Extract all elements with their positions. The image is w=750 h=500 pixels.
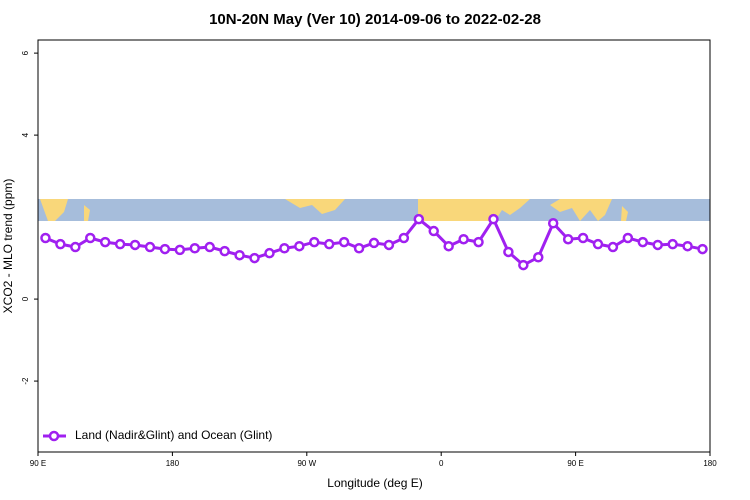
data-point <box>55 238 66 250</box>
y-tick-label: -2 <box>21 377 30 385</box>
data-point <box>338 236 350 248</box>
x-tick-label: 180 <box>166 459 180 468</box>
data-point <box>234 249 245 261</box>
map-strip <box>38 199 710 221</box>
legend-marker <box>48 430 60 442</box>
data-point <box>413 213 425 225</box>
y-tick-label: 0 <box>21 296 30 301</box>
x-tick-label: 90 W <box>297 459 316 468</box>
data-point <box>323 238 335 250</box>
data-point <box>99 236 111 248</box>
chart-title: 10N-20N May (Ver 10) 2014-09-06 to 2022-… <box>209 11 541 28</box>
data-point <box>309 236 320 248</box>
legend-label: Land (Nadir&Glint) and Ocean (Glint) <box>75 428 272 442</box>
data-point <box>607 241 619 253</box>
data-point <box>383 239 395 251</box>
data-point <box>458 233 469 245</box>
data-point <box>114 238 126 250</box>
data-point <box>70 241 81 253</box>
x-tick-label: 90 E <box>567 459 583 468</box>
x-axis-label: Longitude (deg E) <box>327 476 422 490</box>
data-point <box>219 245 230 257</box>
data-point <box>488 213 499 225</box>
data-point <box>129 239 141 251</box>
data-point <box>518 259 529 271</box>
data-point <box>174 244 186 256</box>
y-tick-label: 4 <box>21 132 30 137</box>
y-axis-label: XCO2 - MLO trend (ppm) <box>1 179 15 314</box>
data-point <box>533 252 544 263</box>
data-point <box>503 246 514 258</box>
x-tick-label: 0 <box>439 459 444 468</box>
data-point <box>562 233 574 245</box>
x-tick-label: 90 E <box>30 459 46 468</box>
data-point <box>652 239 663 251</box>
data-point <box>592 238 604 250</box>
data-point <box>279 243 290 254</box>
data-point <box>353 243 365 254</box>
data-point <box>622 232 634 244</box>
data-point <box>294 240 305 252</box>
data-point <box>144 241 156 253</box>
data-point <box>368 237 380 249</box>
data-point <box>264 247 275 259</box>
data-point <box>159 243 171 255</box>
data-point <box>637 236 649 248</box>
data-point <box>682 240 693 252</box>
data-point <box>249 252 260 264</box>
data-point <box>443 240 454 252</box>
data-point <box>40 232 51 244</box>
data-point <box>577 232 589 244</box>
data-point <box>697 243 708 255</box>
data-point <box>428 225 439 237</box>
data-point <box>398 232 410 244</box>
data-point <box>204 241 215 253</box>
x-tick-label: 180 <box>703 459 717 468</box>
data-point <box>667 238 678 250</box>
data-point <box>85 232 96 244</box>
data-point <box>189 243 201 254</box>
data-point <box>547 217 559 229</box>
y-tick-label: 6 <box>21 50 30 55</box>
plot-frame <box>37 39 711 453</box>
data-point <box>473 236 484 248</box>
